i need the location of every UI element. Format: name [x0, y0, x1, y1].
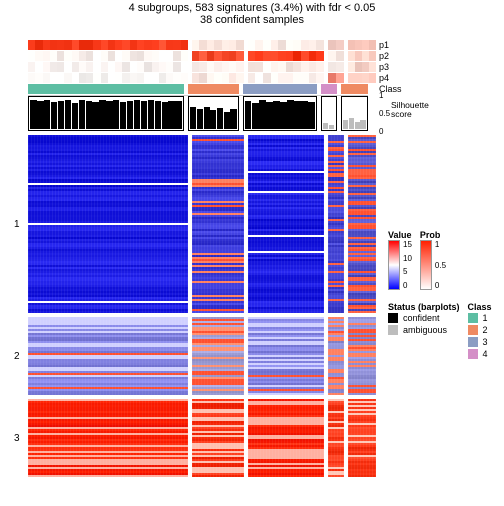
status-legend: Status (barplots)confidentambiguous: [388, 296, 460, 360]
anno-label-p2: p2: [379, 51, 389, 61]
row-block-label-3: 3: [14, 433, 20, 444]
heatmap-block-r0-c4: [348, 135, 376, 313]
heatmap-block-r0-c1: [192, 135, 244, 313]
anno-label-p4: p4: [379, 73, 389, 83]
anno-track-class: [28, 84, 368, 94]
heatmap-block-r1-c4: [348, 317, 376, 395]
anno-label-p3: p3: [379, 62, 389, 72]
heatmap-block-r1-c2: [248, 317, 324, 395]
heatmap-block-r0-c3: [328, 135, 344, 313]
legend-panel: Value151050 Prob10.50 Status (barplots)con…: [388, 224, 500, 360]
annotation-tracks: [28, 40, 368, 94]
class-legend: Class1234: [468, 296, 492, 360]
silhouette-tick: 0: [379, 127, 383, 136]
main-heatmap-area: [28, 40, 368, 477]
plot-subtitle: 38 confident samples: [0, 14, 504, 26]
silhouette-tick: 1: [379, 91, 383, 100]
heatmap-body: [28, 135, 368, 477]
anno-track-p4: [28, 73, 368, 83]
heatmap-block-r0-c0: [28, 135, 188, 313]
prob-legend: Prob10.50: [420, 224, 446, 290]
value-legend: Value151050: [388, 224, 412, 290]
row-block-label-1: 1: [14, 219, 20, 230]
heatmap-block-r2-c3: [328, 399, 344, 477]
silhouette-barplot: [28, 95, 368, 131]
plot-title: 4 subgroups, 583 signatures (3.4%) with …: [0, 2, 504, 14]
heatmap-block-r2-c1: [192, 399, 244, 477]
row-block-label-2: 2: [14, 351, 20, 362]
heatmap-block-r1-c0: [28, 317, 188, 395]
heatmap-block-r2-c2: [248, 399, 324, 477]
heatmap-block-r1-c3: [328, 317, 344, 395]
silhouette-tick: 0.5: [379, 109, 390, 118]
anno-track-p1: [28, 40, 368, 50]
anno-track-p3: [28, 62, 368, 72]
heatmap-block-r2-c0: [28, 399, 188, 477]
heatmap-block-r1-c1: [192, 317, 244, 395]
heatmap-block-r0-c2: [248, 135, 324, 313]
silhouette-label: Silhouettescore: [391, 101, 429, 119]
anno-label-p1: p1: [379, 40, 389, 50]
heatmap-block-r2-c4: [348, 399, 376, 477]
anno-track-p2: [28, 51, 368, 61]
